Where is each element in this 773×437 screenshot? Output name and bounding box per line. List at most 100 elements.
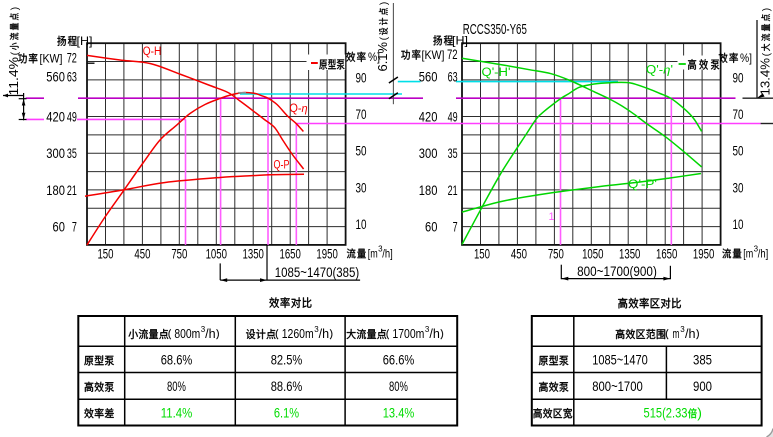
svg-text:3: 3 <box>680 325 685 334</box>
svg-text:72: 72 <box>67 51 77 66</box>
svg-text:1085~1470: 1085~1470 <box>592 352 648 368</box>
svg-text:21: 21 <box>448 183 458 198</box>
svg-text:80%: 80% <box>167 378 186 394</box>
svg-text:70: 70 <box>356 107 367 122</box>
svg-text:3: 3 <box>378 245 383 254</box>
svg-text:72: 72 <box>447 47 458 62</box>
svg-text:68.6%: 68.6% <box>161 352 193 368</box>
svg-text:(: ( <box>379 36 390 40</box>
svg-text:30: 30 <box>733 180 744 195</box>
svg-text:/h]: /h] <box>758 247 769 261</box>
svg-text:385: 385 <box>693 352 712 368</box>
svg-text:10: 10 <box>733 217 744 232</box>
svg-text:6.1%: 6.1% <box>375 42 390 72</box>
svg-text:(: ( <box>10 51 21 55</box>
svg-text:): ) <box>697 404 702 420</box>
svg-text:80%: 80% <box>389 378 408 394</box>
svg-text:63: 63 <box>67 69 77 84</box>
svg-text:800m: 800m <box>174 327 200 341</box>
svg-text:50: 50 <box>733 144 744 159</box>
svg-text:420: 420 <box>46 109 65 124</box>
svg-text:82.5%: 82.5% <box>271 352 303 368</box>
svg-text:60: 60 <box>53 219 65 234</box>
svg-text:750: 750 <box>171 246 187 261</box>
svg-text:%]: %] <box>740 51 752 65</box>
svg-text:Q-η: Q-η <box>289 103 307 115</box>
svg-text:1700m: 1700m <box>392 327 424 341</box>
svg-text:49: 49 <box>448 109 458 124</box>
svg-text:1350: 1350 <box>619 246 640 261</box>
svg-text:11.4%: 11.4% <box>161 404 193 420</box>
svg-text:180: 180 <box>46 183 65 198</box>
svg-text:[KW]: [KW] <box>422 48 445 62</box>
svg-text:800~1700: 800~1700 <box>592 378 643 394</box>
svg-text:450: 450 <box>511 246 527 261</box>
svg-text:1260m: 1260m <box>282 327 314 341</box>
svg-text:3: 3 <box>314 325 319 334</box>
svg-text:13.4%: 13.4% <box>757 58 772 96</box>
svg-text:[KW]: [KW] <box>40 52 63 66</box>
svg-text:900: 900 <box>693 378 712 394</box>
svg-text:6.1%: 6.1% <box>274 404 299 420</box>
svg-text:[H]: [H] <box>452 34 468 48</box>
svg-text:49: 49 <box>67 109 77 124</box>
svg-text:66.6%: 66.6% <box>383 352 415 368</box>
svg-text:450: 450 <box>134 246 150 261</box>
svg-text:300: 300 <box>46 146 65 161</box>
svg-text:60: 60 <box>425 219 437 234</box>
svg-text:Q'-P': Q'-P' <box>628 179 657 191</box>
svg-text:21: 21 <box>67 183 77 198</box>
svg-text:7: 7 <box>453 219 458 234</box>
svg-text:[H]: [H] <box>77 34 93 48</box>
svg-text:180: 180 <box>419 183 438 198</box>
svg-text:1950: 1950 <box>693 246 714 261</box>
svg-text:1050: 1050 <box>582 246 603 261</box>
svg-text:88.6%: 88.6% <box>271 378 303 394</box>
svg-text:1085~1470(385): 1085~1470(385) <box>275 265 359 280</box>
svg-text:7: 7 <box>72 219 77 234</box>
svg-text:/h: /h <box>205 327 216 341</box>
svg-text:420: 420 <box>419 109 438 124</box>
svg-text:3: 3 <box>754 245 759 254</box>
svg-text:150: 150 <box>474 246 490 261</box>
svg-text:30: 30 <box>356 180 367 195</box>
svg-text:300: 300 <box>419 146 438 161</box>
svg-text:): ) <box>10 7 21 10</box>
svg-text:35: 35 <box>67 146 77 161</box>
svg-text:1950: 1950 <box>316 246 337 261</box>
svg-text:750: 750 <box>548 246 564 261</box>
svg-text:/h: /h <box>319 327 330 341</box>
svg-text:35: 35 <box>448 146 458 161</box>
svg-text:90: 90 <box>356 70 367 85</box>
svg-text:Q'-H': Q'-H' <box>482 67 511 79</box>
svg-text:1650: 1650 <box>656 246 677 261</box>
svg-text:63: 63 <box>448 69 458 84</box>
svg-text:150: 150 <box>97 246 113 261</box>
svg-text:[m: [m <box>368 247 378 261</box>
svg-text:560: 560 <box>419 69 438 84</box>
svg-text:[m: [m <box>743 247 753 261</box>
svg-text:1050: 1050 <box>206 246 227 261</box>
svg-text:800~1700(900): 800~1700(900) <box>577 264 657 279</box>
svg-text:3: 3 <box>425 325 430 334</box>
svg-text:m: m <box>673 327 680 341</box>
svg-text:90: 90 <box>733 70 744 85</box>
svg-text:13.4%: 13.4% <box>383 404 415 420</box>
svg-text:560: 560 <box>46 69 65 84</box>
svg-text:Q-H: Q-H <box>143 46 162 58</box>
svg-text:/h: /h <box>429 327 440 341</box>
svg-text:1650: 1650 <box>279 246 300 261</box>
svg-text:%]: %] <box>368 50 380 64</box>
svg-text:RCCS350-Y65: RCCS350-Y65 <box>463 22 527 38</box>
svg-text:50: 50 <box>356 144 367 159</box>
svg-text:Q-P: Q-P <box>274 160 290 172</box>
svg-text:1350: 1350 <box>243 246 264 261</box>
svg-text:/h: /h <box>685 327 696 341</box>
svg-text:(: ( <box>761 52 772 56</box>
svg-text:1: 1 <box>548 211 554 223</box>
svg-text:): ) <box>379 2 390 5</box>
svg-text:11.4%: 11.4% <box>6 57 21 96</box>
svg-text:): ) <box>761 8 772 11</box>
svg-text:10: 10 <box>356 217 367 232</box>
svg-text:/h]: /h] <box>382 247 393 261</box>
